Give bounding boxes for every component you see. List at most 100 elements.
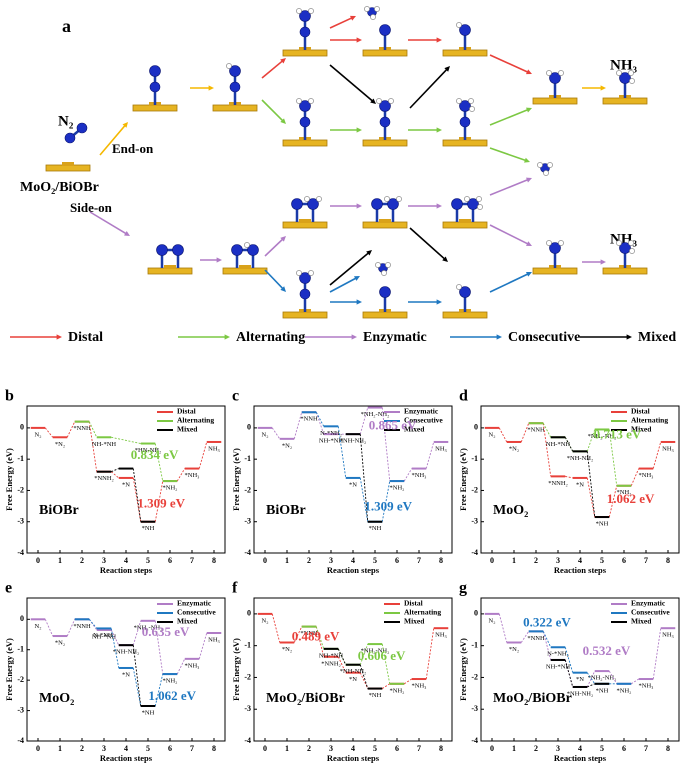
panel-label: g bbox=[459, 580, 467, 597]
atom bbox=[229, 65, 241, 77]
legend-label: Consecutive bbox=[177, 608, 216, 617]
connector bbox=[66, 619, 76, 637]
atom bbox=[299, 116, 311, 128]
y-axis-label: Free Energy (eV) bbox=[4, 448, 14, 511]
x-tick-label: 1 bbox=[285, 744, 289, 753]
connector bbox=[542, 631, 552, 648]
legend-label: Mixed bbox=[638, 330, 676, 345]
point-label: N₂ bbox=[489, 431, 496, 438]
annotation: 1.309 eV bbox=[137, 496, 185, 511]
connector bbox=[132, 667, 142, 707]
x-tick-label: 8 bbox=[666, 744, 670, 753]
x-tick-label: 1 bbox=[285, 556, 289, 565]
x-tick-label: 8 bbox=[666, 556, 670, 565]
point-label: *NNH bbox=[527, 427, 545, 434]
arrow-head bbox=[350, 15, 356, 21]
hydrogen bbox=[384, 196, 390, 202]
connector bbox=[271, 427, 281, 440]
x-tick-label: 5 bbox=[373, 744, 377, 753]
x-tick-label: 2 bbox=[80, 744, 84, 753]
connector bbox=[44, 427, 54, 438]
y-tick-label: -1 bbox=[471, 454, 478, 463]
atom bbox=[307, 198, 319, 210]
arrow-head bbox=[526, 107, 532, 113]
arrow bbox=[489, 178, 529, 196]
point-label: NH₃ bbox=[208, 445, 220, 452]
x-tick-label: 4 bbox=[124, 744, 128, 753]
point-label: *NH bbox=[142, 709, 155, 716]
atom bbox=[459, 24, 471, 36]
annotation: 0.834 eV bbox=[131, 447, 179, 462]
x-tick-label: 4 bbox=[578, 556, 582, 565]
hydrogen bbox=[464, 196, 470, 202]
arrow-head bbox=[444, 66, 450, 72]
hydrogen bbox=[244, 242, 250, 248]
y-tick-label: -1 bbox=[17, 454, 24, 463]
connector bbox=[110, 629, 120, 646]
atom bbox=[459, 100, 471, 112]
connector bbox=[565, 475, 573, 479]
point-label: NH-*NH bbox=[546, 663, 570, 670]
arrow bbox=[99, 124, 127, 156]
point-label: *N₂ bbox=[509, 445, 519, 452]
arrow-head bbox=[280, 118, 286, 124]
atom bbox=[291, 198, 303, 210]
hydrogen bbox=[296, 98, 302, 104]
arrow bbox=[329, 277, 357, 293]
material-label: MoO₂/BiOBr bbox=[493, 691, 572, 706]
y-tick-label: -3 bbox=[17, 517, 24, 526]
material-label: MoO₂/BiOBr bbox=[266, 691, 345, 706]
arrow bbox=[409, 68, 448, 109]
point-label: *N bbox=[122, 481, 130, 488]
hydrogen bbox=[468, 98, 474, 104]
atom bbox=[156, 244, 168, 256]
x-tick-label: 7 bbox=[417, 744, 421, 753]
y-tick-label: 0 bbox=[247, 423, 251, 432]
point-label: *NH₂-NH₂ bbox=[361, 411, 390, 418]
x-axis-label: Reaction steps bbox=[554, 565, 607, 575]
connector bbox=[425, 628, 435, 680]
legend-label: Enzymatic bbox=[404, 407, 439, 416]
arrow-head bbox=[216, 257, 222, 263]
product-label: NH₃ bbox=[610, 57, 638, 73]
hydrogen bbox=[308, 270, 314, 276]
y-axis-label: Free Energy (eV) bbox=[458, 638, 468, 701]
connector bbox=[154, 673, 164, 707]
arrow-head bbox=[124, 230, 130, 236]
atom bbox=[379, 100, 391, 112]
atom bbox=[619, 242, 631, 254]
connector bbox=[359, 477, 369, 522]
point-label: *NH₃ bbox=[412, 683, 427, 690]
x-tick-label: 3 bbox=[102, 556, 106, 565]
legend-label: Distal bbox=[631, 407, 650, 416]
x-tick-label: 6 bbox=[168, 556, 172, 565]
x-tick-label: 1 bbox=[58, 744, 62, 753]
x-tick-label: 6 bbox=[168, 744, 172, 753]
connector bbox=[586, 477, 596, 518]
legend-label: Alternating bbox=[177, 416, 214, 425]
point-label: N₂ bbox=[35, 431, 42, 438]
connector bbox=[498, 427, 508, 443]
x-axis-label: Reaction steps bbox=[100, 565, 153, 575]
connector bbox=[630, 468, 640, 486]
x-tick-label: 8 bbox=[212, 744, 216, 753]
point-label: NH-*NH bbox=[92, 441, 116, 448]
connector bbox=[132, 620, 142, 646]
arrow bbox=[261, 59, 284, 79]
atom bbox=[549, 242, 561, 254]
y-tick-label: 0 bbox=[474, 609, 478, 618]
n2-label: N₂ bbox=[58, 113, 74, 129]
point-label: *NNH₂ bbox=[94, 475, 114, 482]
y-tick-label: -3 bbox=[17, 705, 24, 714]
connector bbox=[176, 658, 186, 675]
point-label: *N bbox=[349, 676, 357, 683]
hydrogen bbox=[546, 70, 552, 76]
atom bbox=[467, 198, 479, 210]
atom bbox=[379, 24, 391, 36]
connector bbox=[542, 631, 552, 661]
y-tick-label: -1 bbox=[471, 640, 478, 649]
arrow-head bbox=[496, 334, 502, 340]
legend-label: Enzymatic bbox=[631, 599, 666, 608]
arrow-head bbox=[366, 250, 372, 256]
atom bbox=[451, 198, 463, 210]
